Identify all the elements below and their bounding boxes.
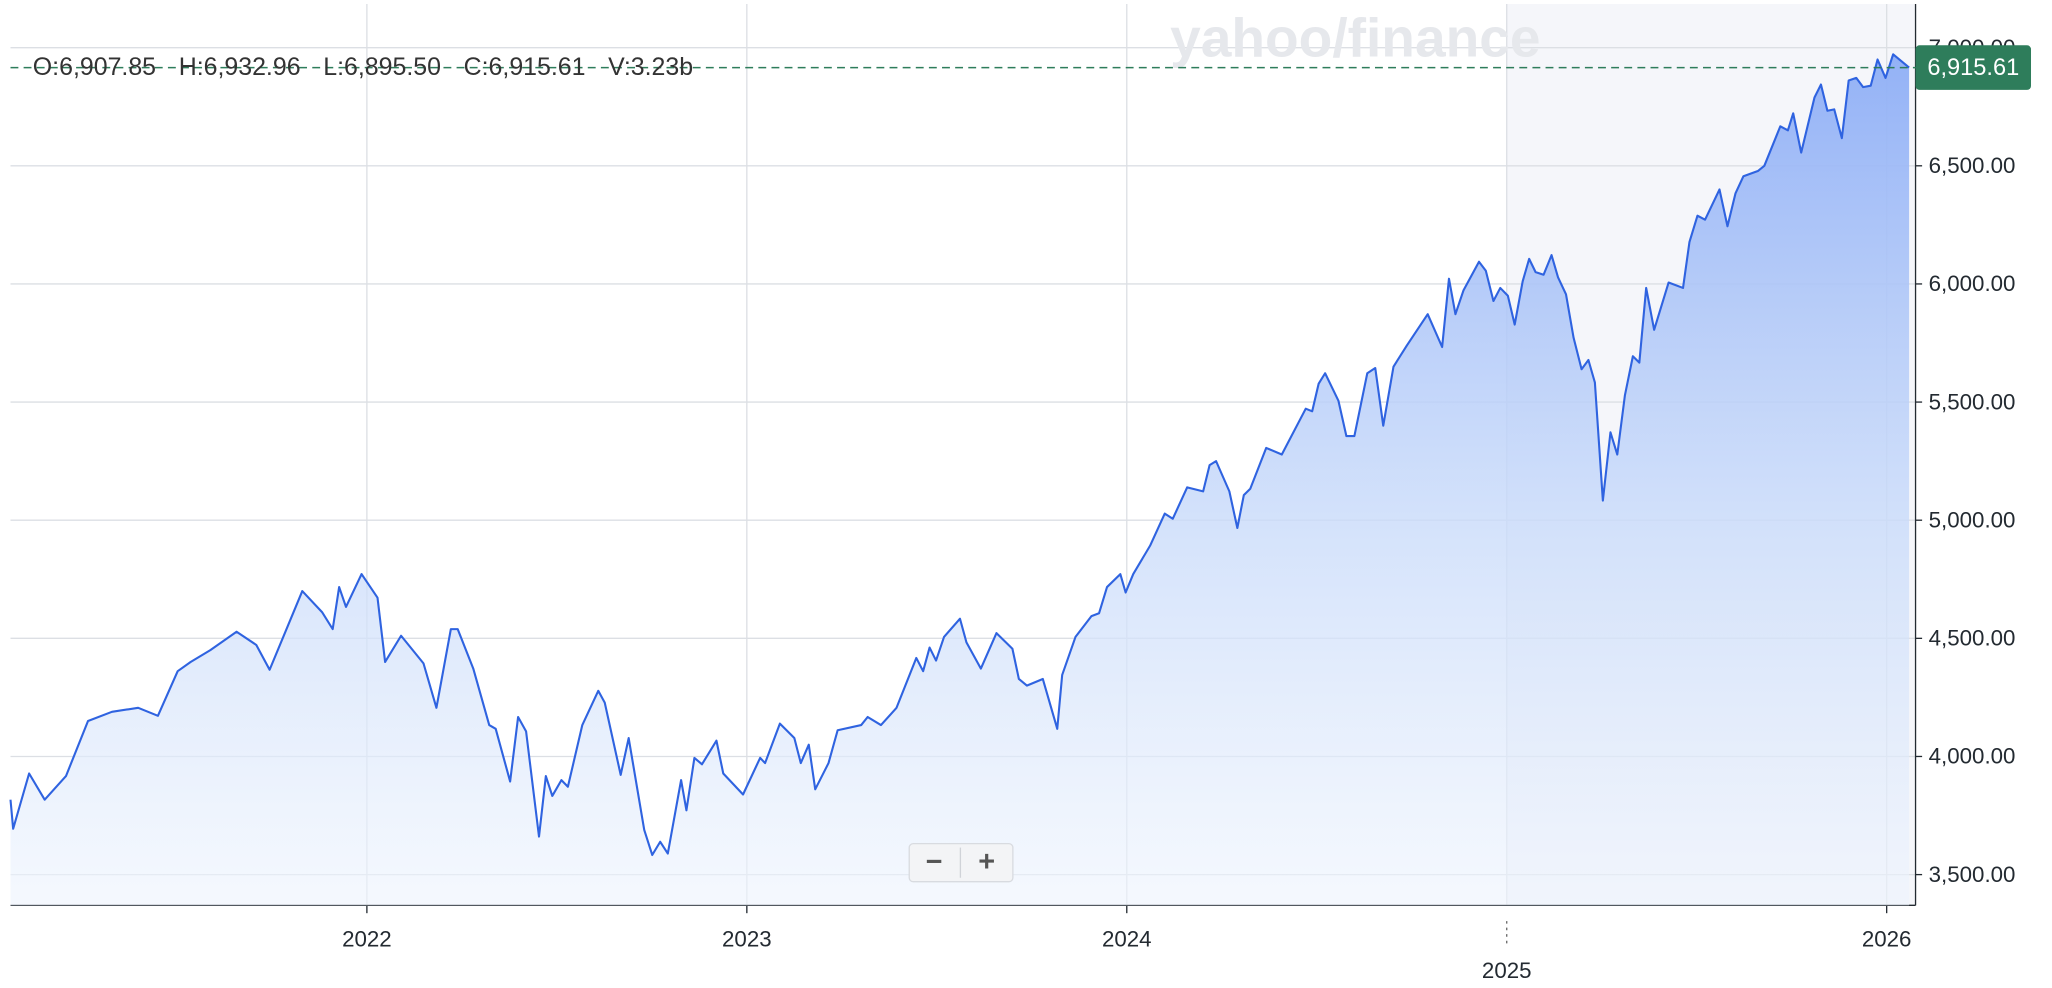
y-tick-label: 5,500.00 [1929, 389, 2016, 414]
x-tick-label: 2023 [722, 927, 772, 952]
area [10, 54, 1910, 906]
zoom-controls: − + [908, 842, 1014, 883]
zoom-in[interactable]: + [978, 846, 995, 878]
y-tick-label: 6,000.00 [1929, 271, 2016, 296]
x-tick-label: 2026 [1862, 927, 1912, 952]
x-tick-label: 2024 [1102, 927, 1152, 952]
y-tick-label: 4,500.00 [1929, 626, 2016, 651]
ohlc-high: H:6,932.96 [179, 53, 301, 81]
x-tick-label: 2022 [342, 927, 392, 952]
price-line [9, 53, 1910, 857]
y-tick-label: 5,000.00 [1929, 507, 2016, 532]
x-tick-label: 2025 [1482, 958, 1532, 983]
ohlc-bar: O:6,907.85 H:6,932.96 L:6,895.50 C:6,915… [33, 53, 693, 81]
y-tick-label: 3,500.00 [1929, 862, 2016, 887]
zoom-out[interactable]: − [926, 846, 943, 878]
watermark: yahoo/finance [1170, 7, 1540, 69]
ohlc-close: C:6,915.61 [464, 53, 586, 81]
last-value-label: 6,915.61 [1927, 55, 2019, 81]
ohlc-open: O:6,907.85 [33, 53, 156, 81]
ohlc-volume: V:3.23b [608, 53, 693, 81]
ohlc-low: L:6,895.50 [323, 53, 441, 81]
last-value-tag [1915, 45, 2032, 90]
y-tick-label: 4,000.00 [1929, 744, 2016, 769]
y-tick-label: 6,500.00 [1929, 153, 2016, 178]
